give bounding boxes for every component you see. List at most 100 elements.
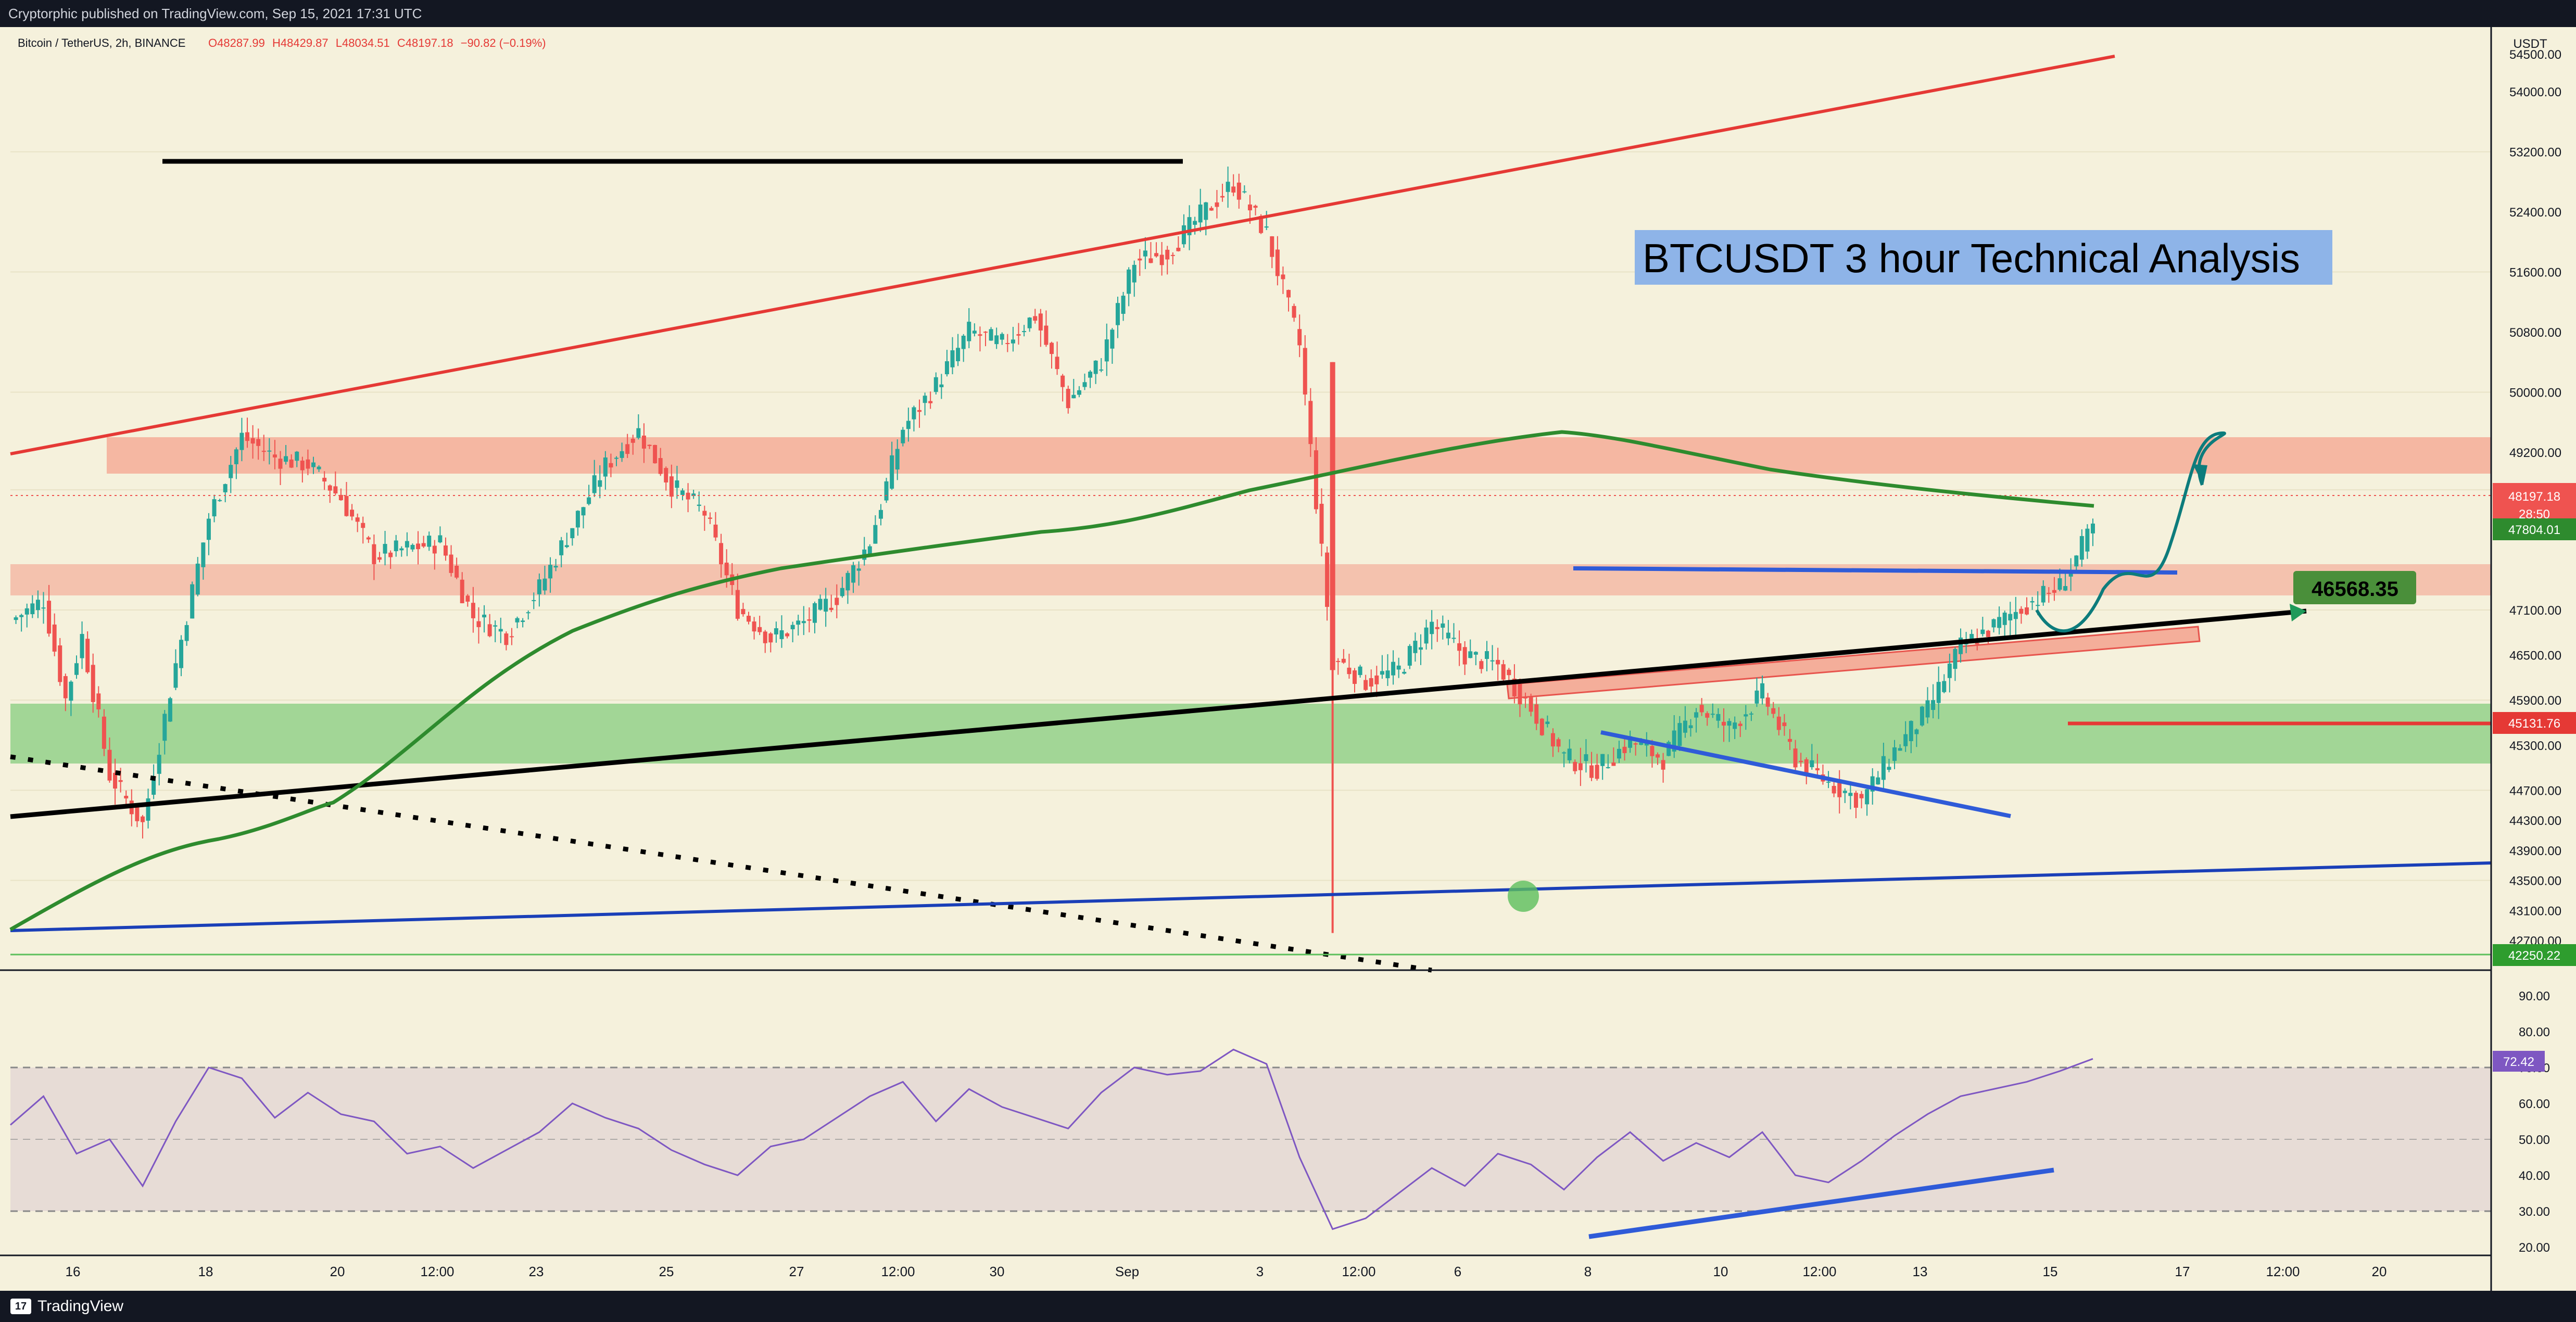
candle-body bbox=[1418, 647, 1423, 650]
candle-body bbox=[763, 631, 767, 643]
candle-body bbox=[570, 528, 575, 539]
candle-body bbox=[1110, 329, 1115, 349]
candle-body bbox=[1016, 334, 1021, 336]
candle-body bbox=[1815, 768, 1820, 771]
ohlc-low: L48034.51 bbox=[336, 36, 390, 49]
candle-body bbox=[113, 772, 118, 789]
candle-body bbox=[1892, 747, 1897, 761]
candle-body bbox=[80, 634, 84, 658]
candle-body bbox=[250, 438, 255, 444]
rsi-tag-bg bbox=[2493, 1051, 2545, 1072]
candle-body bbox=[757, 627, 762, 632]
ohlc-change: −90.82 (−0.19%) bbox=[461, 36, 546, 49]
candle-body bbox=[1407, 646, 1412, 666]
candle-body bbox=[680, 490, 685, 495]
candle-body bbox=[449, 554, 453, 573]
candle-body bbox=[1451, 638, 1456, 639]
tradingview-logo-icon[interactable]: 17 bbox=[10, 1299, 31, 1314]
candle-body bbox=[2063, 586, 2068, 591]
candle-body bbox=[967, 322, 971, 341]
candle-body bbox=[1842, 791, 1847, 793]
support-zone bbox=[10, 704, 2491, 764]
candle-body bbox=[2030, 601, 2035, 603]
candle-body bbox=[697, 504, 701, 506]
candle-body bbox=[333, 486, 338, 494]
candle-body bbox=[482, 614, 487, 618]
candle-body bbox=[388, 552, 393, 557]
candle-body bbox=[1606, 767, 1610, 768]
candle-body bbox=[1782, 722, 1787, 727]
rsi-tick-label: 80.00 bbox=[2519, 1025, 2550, 1039]
price-tick-label: 47100.00 bbox=[2509, 604, 2561, 618]
candle-body bbox=[1154, 253, 1159, 257]
channel-top-line bbox=[10, 55, 2115, 455]
candle-body bbox=[630, 438, 635, 443]
price-tick-label: 45900.00 bbox=[2509, 694, 2561, 708]
candle-body bbox=[179, 640, 184, 668]
candle-body bbox=[1931, 700, 1936, 710]
candle-body bbox=[752, 621, 756, 632]
candle-body bbox=[135, 804, 140, 821]
candle-body bbox=[779, 630, 784, 639]
candle-body bbox=[1810, 760, 1814, 768]
candle-body bbox=[1181, 225, 1186, 245]
footer-brand[interactable]: TradingView bbox=[37, 1298, 124, 1315]
candle-body bbox=[548, 565, 553, 579]
candle-body bbox=[1865, 789, 1870, 805]
candle-body bbox=[1534, 704, 1539, 724]
candle-body bbox=[1793, 748, 1798, 768]
candle-body bbox=[1716, 714, 1721, 721]
candle-body bbox=[1270, 236, 1274, 257]
candle-body bbox=[91, 665, 95, 702]
candle-body bbox=[493, 625, 498, 627]
candle-body bbox=[1699, 705, 1704, 713]
candle-body bbox=[1380, 671, 1384, 675]
time-tick-label: 3 bbox=[1256, 1264, 1264, 1279]
candle-body bbox=[917, 410, 922, 412]
candle-body bbox=[1297, 329, 1302, 346]
candle-body bbox=[1457, 643, 1462, 651]
candle-body bbox=[950, 350, 955, 367]
candle-body bbox=[1220, 196, 1225, 198]
candle-body bbox=[1215, 202, 1219, 207]
candle-body bbox=[344, 495, 349, 516]
candle-body bbox=[989, 329, 993, 341]
candle-body bbox=[421, 543, 426, 547]
candle-body bbox=[1027, 317, 1032, 328]
candle-body bbox=[2002, 613, 2007, 625]
candle-body bbox=[146, 798, 150, 821]
candle-body bbox=[1353, 670, 1357, 684]
candle-body bbox=[1611, 762, 1616, 766]
candle-body bbox=[1264, 226, 1269, 228]
candle-body bbox=[30, 603, 35, 615]
price-tick-label: 53200.00 bbox=[2509, 146, 2561, 160]
candle-body bbox=[1441, 623, 1445, 628]
candle-body bbox=[702, 511, 707, 516]
candle-body bbox=[1727, 721, 1732, 726]
price-tag-ma-bg bbox=[2493, 518, 2576, 540]
candle-body bbox=[14, 617, 18, 620]
candle-body bbox=[1341, 658, 1346, 663]
candle-body bbox=[2057, 578, 2062, 590]
price-tick-label: 43900.00 bbox=[2509, 844, 2561, 858]
candle-body bbox=[1496, 659, 1500, 665]
candle-body bbox=[1589, 765, 1594, 778]
candle-body bbox=[1187, 217, 1192, 235]
candle-body bbox=[1622, 746, 1627, 753]
rsi-tick-label: 50.00 bbox=[2519, 1133, 2550, 1147]
candle-body bbox=[212, 499, 217, 517]
candle-body bbox=[1060, 375, 1065, 387]
candle-body bbox=[1942, 681, 1947, 692]
candle-body bbox=[1413, 641, 1418, 653]
candle-body bbox=[47, 601, 52, 634]
candle-body bbox=[840, 588, 844, 596]
candle-body bbox=[124, 796, 129, 799]
chart-canvas[interactable]: BTCUSDT 3 hour Technical Analysis 46568.… bbox=[0, 27, 2576, 1291]
trendline-arrowhead bbox=[2290, 604, 2306, 621]
candle-body bbox=[1363, 680, 1368, 690]
candle-body bbox=[675, 480, 679, 488]
time-tick-label: 17 bbox=[2175, 1264, 2190, 1279]
candle-body bbox=[509, 636, 514, 638]
candle-body bbox=[19, 615, 24, 617]
candle-body bbox=[1071, 395, 1076, 399]
